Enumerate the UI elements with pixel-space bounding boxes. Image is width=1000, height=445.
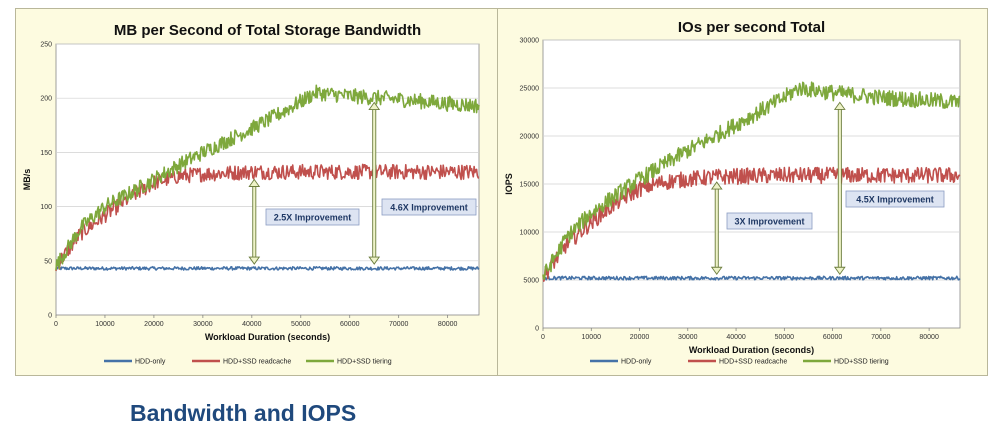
legend-label: HDD-only xyxy=(135,359,166,366)
x-tick-label: 20000 xyxy=(144,321,164,328)
x-tick-label: 0 xyxy=(54,321,58,328)
y-tick-label: 150 xyxy=(40,150,52,157)
iops-chart: IOs per second Total 0 5000 10000 15000 20000… xyxy=(504,19,961,366)
series-line-hdd-ssd-readcache xyxy=(542,166,961,282)
legend: HDD-only HDD+SSD readcache HDD+SSD tiering xyxy=(104,359,392,366)
bandwidth-chart: MB per Second of Total Storage Bandwidth… xyxy=(22,22,480,366)
y-tick-label: 30000 xyxy=(520,38,540,45)
series-line-hdd-ssd-tiering xyxy=(55,84,480,271)
iops-chart-panel: IOs per second Total 0 5000 10000 15000 20000… xyxy=(497,8,988,376)
x-tick-label: 70000 xyxy=(871,334,891,341)
annotation-arrow-head-up xyxy=(833,101,846,110)
x-tick-label: 50000 xyxy=(291,321,311,328)
series-line-hdd-ssd-tiering xyxy=(542,81,961,280)
x-tick-label: 0 xyxy=(541,334,545,341)
x-tick-label: 70000 xyxy=(389,321,409,328)
y-axis-label: MB/s xyxy=(22,169,32,191)
y-tick-label: 200 xyxy=(40,96,52,103)
annotation-label-box xyxy=(726,212,813,230)
annotation-label-box xyxy=(381,198,477,216)
annotation-label-box xyxy=(265,208,360,226)
x-tick-label: 30000 xyxy=(678,334,698,341)
x-tick-label: 40000 xyxy=(242,321,262,328)
series-line-hdd-only xyxy=(542,275,961,281)
annotation-label-box xyxy=(845,190,945,208)
y-tick-label: 15000 xyxy=(520,182,540,189)
y-tick-label: 5000 xyxy=(523,278,539,285)
annotation-label: 4.6X Improvement xyxy=(390,203,468,213)
legend: HDD-only HDD+SSD readcache HDD+SSD tiering xyxy=(590,359,889,366)
x-tick-label: 30000 xyxy=(193,321,213,328)
y-axis-label: IOPS xyxy=(504,173,514,195)
figure-caption: Bandwidth and IOPS xyxy=(130,400,357,426)
x-tick-label: 60000 xyxy=(340,321,360,328)
legend-label: HDD+SSD readcache xyxy=(719,359,787,366)
y-tick-label: 0 xyxy=(535,326,539,333)
improvement-annotation: 3X Improvement xyxy=(710,181,813,276)
y-tick-label: 25000 xyxy=(520,86,540,93)
x-tick-label: 10000 xyxy=(582,334,602,341)
annotation-label: 3X Improvement xyxy=(734,217,804,227)
annotation-arrow-head-down xyxy=(368,256,381,265)
x-tick-label: 10000 xyxy=(95,321,115,328)
improvement-annotation: 4.6X Improvement xyxy=(368,101,477,265)
y-tick-label: 100 xyxy=(40,204,52,211)
legend-label: HDD+SSD tiering xyxy=(337,359,392,366)
improvement-annotation: 2.5X Improvement xyxy=(248,178,360,265)
x-tick-label: 20000 xyxy=(630,334,650,341)
x-tick-label: 40000 xyxy=(726,334,746,341)
annotation-label: 2.5X Improvement xyxy=(274,213,352,223)
annotation-arrow-head-down xyxy=(833,266,846,276)
y-tick-label: 10000 xyxy=(520,230,540,237)
x-tick-label: 80000 xyxy=(438,321,458,328)
x-tick-label: 50000 xyxy=(775,334,795,341)
chart-title: MB per Second of Total Storage Bandwidth xyxy=(114,22,421,39)
x-axis-label: Workload Duration (seconds) xyxy=(689,345,814,355)
series-line-hdd-only xyxy=(55,265,480,271)
x-axis-label: Workload Duration (seconds) xyxy=(205,332,330,342)
annotation-label: 4.5X Improvement xyxy=(856,195,934,205)
bandwidth-chart-panel: MB per Second of Total Storage Bandwidth… xyxy=(15,8,498,376)
y-tick-label: 0 xyxy=(48,313,52,320)
legend-label: HDD-only xyxy=(621,359,652,366)
annotation-arrow-head-down xyxy=(248,256,261,265)
annotation-arrow-head-up xyxy=(710,181,723,190)
x-tick-label: 60000 xyxy=(823,334,843,341)
y-tick-label: 50 xyxy=(44,258,52,265)
plot-area xyxy=(55,43,480,316)
annotation-arrow-head-up xyxy=(368,101,381,110)
annotation-arrow-head-up xyxy=(248,178,261,187)
legend-label: HDD+SSD readcache xyxy=(223,359,291,366)
series-line-hdd-ssd-readcache xyxy=(55,163,480,272)
chart-title: IOs per second Total xyxy=(678,19,825,36)
legend-label: HDD+SSD tiering xyxy=(834,359,889,366)
improvement-annotation: 4.5X Improvement xyxy=(833,101,945,276)
y-tick-label: 250 xyxy=(40,42,52,49)
y-tick-label: 20000 xyxy=(520,134,540,141)
x-tick-label: 80000 xyxy=(919,334,939,341)
annotation-arrow-head-down xyxy=(710,266,723,276)
